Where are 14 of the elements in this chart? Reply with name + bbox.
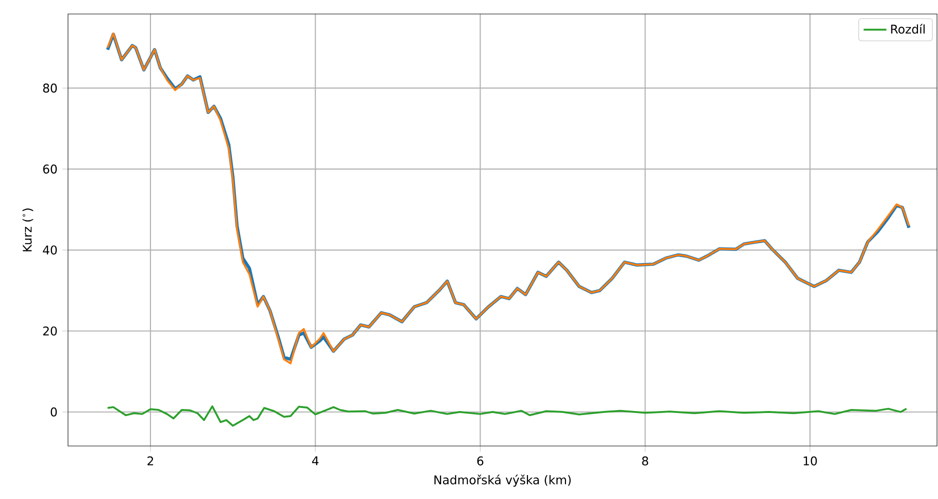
y-tick-label: 80 [43, 84, 57, 93]
y-tick-label: 20 [43, 326, 57, 336]
x-tick-label: 8 [642, 456, 648, 466]
y-axis-title: Kurz ($^{∘}$) [22, 208, 34, 252]
y-tick-label: 0 [50, 407, 57, 417]
x-tick-label: 4 [312, 456, 318, 466]
y-tick-label: 60 [43, 164, 57, 174]
x-tick-label: 2 [148, 456, 154, 466]
y-tick-label: 40 [42, 245, 57, 255]
x-axis-title: Nadmořská výška (km) [434, 474, 571, 487]
legend-label: Rozdíl [891, 24, 925, 34]
x-tick-label: 6 [477, 456, 484, 466]
x-tick-label: 10 [804, 456, 817, 466]
line-series [106, 405, 908, 427]
